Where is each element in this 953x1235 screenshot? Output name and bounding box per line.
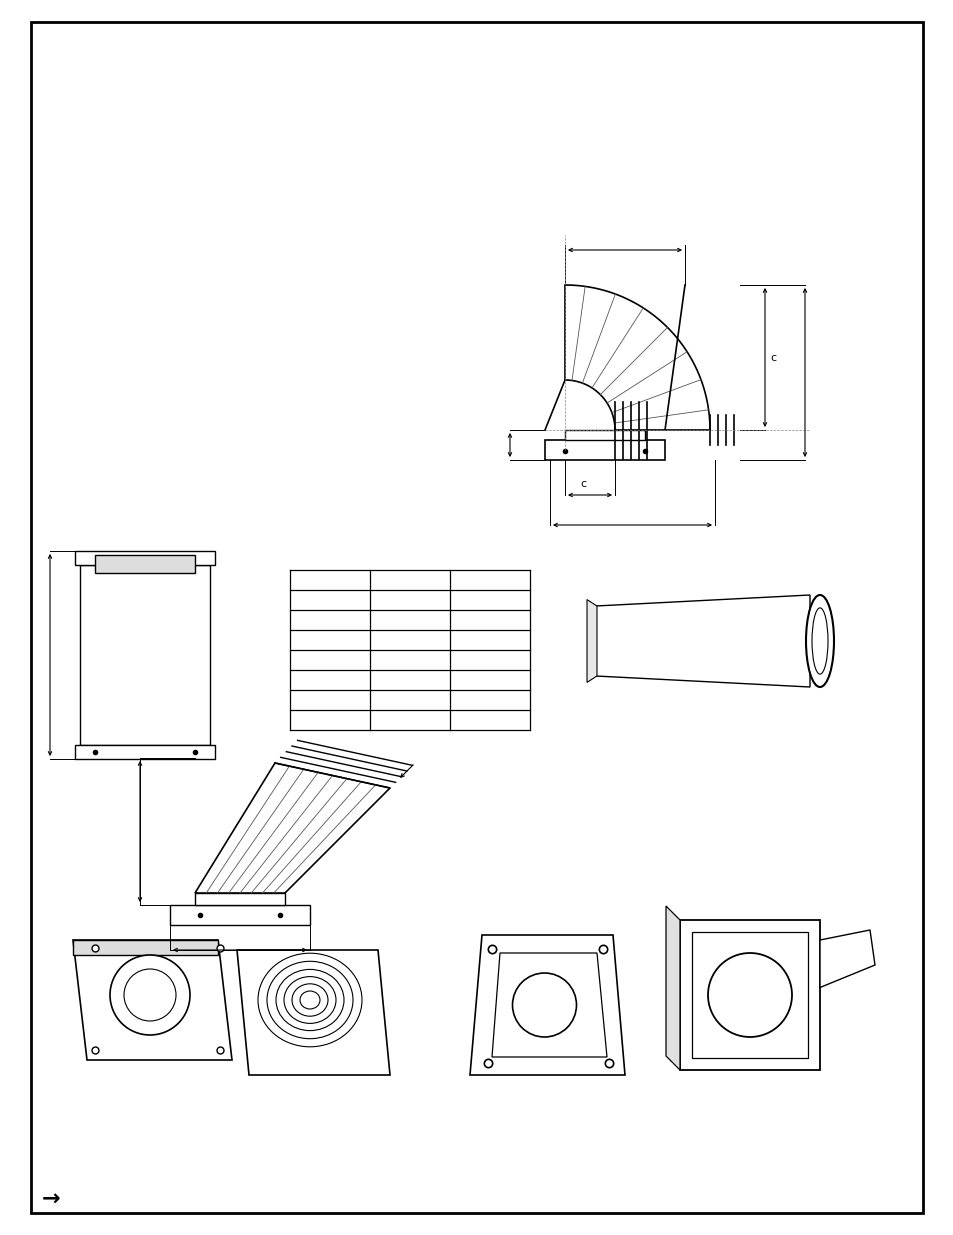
Circle shape — [110, 955, 190, 1035]
Ellipse shape — [299, 990, 319, 1009]
Bar — [80, 564, 210, 745]
Ellipse shape — [257, 953, 361, 1047]
Bar — [544, 440, 664, 459]
Bar — [679, 920, 820, 1070]
Text: c: c — [579, 479, 585, 489]
Bar — [75, 551, 214, 564]
Bar — [194, 893, 285, 905]
Circle shape — [512, 973, 576, 1037]
Bar — [95, 555, 194, 573]
Text: c: c — [769, 352, 776, 363]
Ellipse shape — [267, 961, 353, 1039]
Ellipse shape — [805, 595, 833, 687]
Ellipse shape — [284, 977, 335, 1024]
Polygon shape — [73, 940, 232, 1060]
Circle shape — [124, 969, 175, 1021]
Polygon shape — [665, 906, 679, 1070]
Ellipse shape — [292, 984, 328, 1016]
Polygon shape — [564, 285, 709, 430]
Circle shape — [707, 953, 791, 1037]
Polygon shape — [586, 600, 597, 683]
Polygon shape — [194, 763, 390, 893]
Bar — [170, 905, 310, 925]
Polygon shape — [236, 950, 390, 1074]
Bar — [564, 430, 644, 440]
Text: →: → — [42, 1189, 61, 1209]
Polygon shape — [470, 935, 624, 1074]
Bar — [75, 745, 214, 760]
Polygon shape — [820, 930, 874, 988]
Polygon shape — [73, 940, 218, 955]
Ellipse shape — [275, 969, 344, 1030]
Polygon shape — [595, 595, 809, 687]
Polygon shape — [492, 953, 606, 1057]
Ellipse shape — [811, 608, 827, 674]
Bar — [691, 932, 807, 1058]
